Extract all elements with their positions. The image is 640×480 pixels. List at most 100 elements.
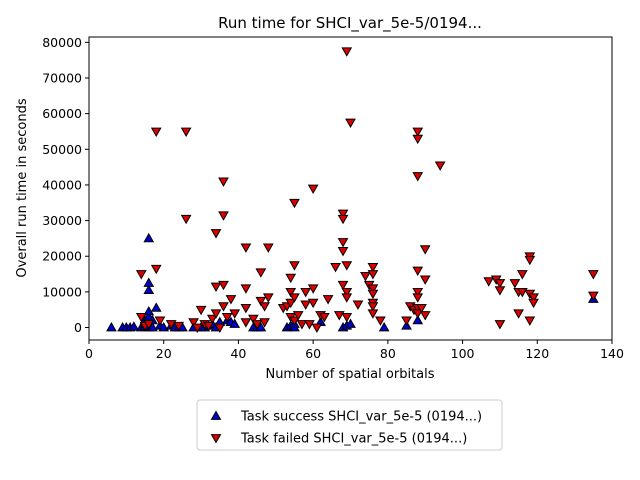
failed-point [240,318,252,328]
x-axis-ticks: 0 20 40 60 80 100 120 140 [85,340,624,361]
failed-point [218,211,229,221]
failed-point [341,47,353,57]
failed-point [300,288,312,298]
failed-point [289,261,300,271]
failed-point [509,279,521,289]
failed-point [180,214,192,225]
legend-failed-marker [210,434,222,444]
failed-point [412,266,424,276]
failed-point [375,316,386,326]
failed-point [248,314,259,325]
failed-point [150,264,162,275]
success-point [255,322,267,332]
success-point [378,322,390,332]
x-tick-label: 120 [525,346,549,361]
failed-point [345,118,356,129]
y-axis-ticks: 0 10000 20000 30000 40000 50000 60000 70000 8000… [42,35,89,335]
failed-point [401,316,412,326]
success-point [143,277,155,287]
failed-point [240,284,252,294]
failed-point [412,293,424,303]
failed-point [412,309,424,319]
success-point [143,232,155,243]
failed-point [195,305,207,316]
chart-title: Run time for SHCI_var_5e-5/0194... [218,14,482,33]
y-tick-label: 30000 [42,213,82,228]
failed-point [524,316,536,326]
success-point [143,284,155,294]
failed-point [330,263,341,273]
failed-point [229,309,241,319]
failed-point [218,177,229,187]
success-point [345,318,356,328]
failed-point [587,270,599,280]
failed-point [337,238,349,248]
failed-point [419,311,431,321]
failed-point [307,298,319,309]
failed-point [360,271,371,282]
failed-point [341,293,353,303]
failed-point [367,289,379,300]
success-point [229,318,241,328]
failed-point [262,293,274,303]
failed-point [292,311,304,321]
y-tick-label: 40000 [42,177,82,192]
failed-point [341,261,353,271]
failed-point [367,309,379,319]
failed-point [259,318,270,328]
failed-point [494,279,506,289]
failed-point [516,288,528,298]
failed-point [352,300,364,310]
failed-point [191,323,203,334]
failed-point [218,280,229,291]
y-tick-label: 70000 [42,70,82,85]
failed-point [296,320,308,330]
failed-point [221,312,233,323]
failed-point [289,198,300,209]
success-point [158,322,170,332]
failed-point [494,286,506,296]
failed-point [154,316,166,326]
failed-point [333,311,345,321]
failed-point [210,229,222,239]
failed-point [513,309,524,319]
x-tick-label: 140 [600,346,624,361]
failed-point [173,321,185,332]
x-tick-label: 60 [305,346,321,361]
failed-point [206,314,218,325]
success-point [147,322,158,332]
success-point [143,305,155,316]
y-tick-label: 60000 [42,106,82,121]
plot-frame [88,36,613,341]
failed-point [165,320,177,330]
failed-point [203,321,214,332]
failed-point [285,298,297,309]
failed-point [289,316,300,326]
failed-point [337,280,349,291]
y-axis-label: Overall run time in seconds [15,98,30,277]
failed-point [135,270,147,280]
failed-point [255,268,267,278]
failed-point [337,247,349,257]
y-tick-label: 20000 [42,249,82,264]
failed-point [341,288,353,298]
failed-point [262,243,274,253]
failed-point [259,302,270,312]
failed-point [341,312,353,323]
axes [88,36,613,341]
failed-point [587,291,599,301]
success-point [412,314,424,325]
failed-point [225,295,237,305]
x-tick-label: 40 [230,346,246,361]
failed-point [285,288,297,298]
failed-point [311,323,323,334]
failed-point [210,282,222,293]
x-tick-label: 20 [156,346,172,361]
legend: Task success SHCI_var_5e-5 (0194...) Task… [196,399,503,451]
failed-point [240,243,252,253]
failed-point [516,270,528,280]
failed-point [322,295,334,305]
failed-point [337,209,349,219]
failed-point [150,127,162,137]
